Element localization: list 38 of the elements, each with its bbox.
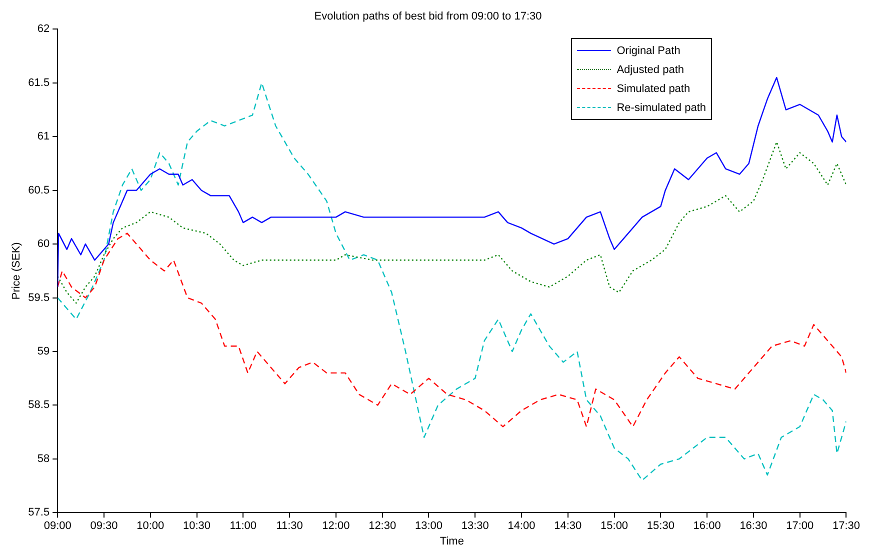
x-tick-label: 11:30 bbox=[276, 520, 303, 532]
x-tick-label: 14:00 bbox=[508, 520, 536, 532]
line-series bbox=[58, 82, 846, 481]
y-tick-label: 59 bbox=[37, 346, 50, 358]
y-tick-label: 58.5 bbox=[28, 399, 50, 412]
y-tick-label: 57.5 bbox=[28, 506, 50, 519]
x-tick-label: 12:30 bbox=[368, 520, 396, 532]
x-tick-label: 16:30 bbox=[740, 520, 768, 532]
x-axis-title: Time bbox=[440, 535, 464, 548]
legend-label: Simulated path bbox=[616, 82, 690, 94]
line-series bbox=[58, 141, 846, 304]
x-tick-label: 13:30 bbox=[461, 520, 489, 532]
y-tick-label: 61.5 bbox=[28, 76, 50, 89]
legend-label: Adjusted path bbox=[616, 64, 684, 76]
y-axis-title: Price (SEK) bbox=[10, 242, 23, 300]
line-series bbox=[58, 232, 846, 428]
x-tick-label: 11:00 bbox=[230, 520, 257, 532]
legend-label: Original Path bbox=[616, 44, 680, 56]
x-tick-label: 09:30 bbox=[90, 520, 118, 532]
y-tick-label: 62 bbox=[37, 23, 50, 36]
legend-label: Re-simulated path bbox=[616, 102, 706, 114]
x-tick-label: 10:30 bbox=[183, 520, 211, 532]
x-tick-label: 17:30 bbox=[832, 520, 860, 532]
x-tick-label: 16:00 bbox=[693, 520, 721, 532]
x-tick-label: 09:00 bbox=[44, 520, 72, 532]
x-tick-label: 15:00 bbox=[600, 520, 628, 532]
x-tick-label: 13:00 bbox=[414, 520, 442, 532]
chart-title: Evolution paths of best bid from 09:00 to 17:30 bbox=[314, 10, 542, 23]
y-tick-label: 60.5 bbox=[28, 184, 50, 196]
y-tick-label: 58 bbox=[37, 452, 50, 465]
x-tick-label: 10:00 bbox=[136, 520, 164, 532]
x-tick-label: 17:00 bbox=[786, 520, 814, 532]
y-tick-label: 61 bbox=[37, 130, 50, 143]
y-tick-label: 60 bbox=[37, 238, 50, 250]
x-tick-label: 12:00 bbox=[322, 520, 350, 532]
y-tick-label: 59.5 bbox=[28, 292, 50, 304]
x-tick-label: 14:30 bbox=[554, 520, 582, 532]
x-tick-label: 15:30 bbox=[646, 520, 674, 532]
